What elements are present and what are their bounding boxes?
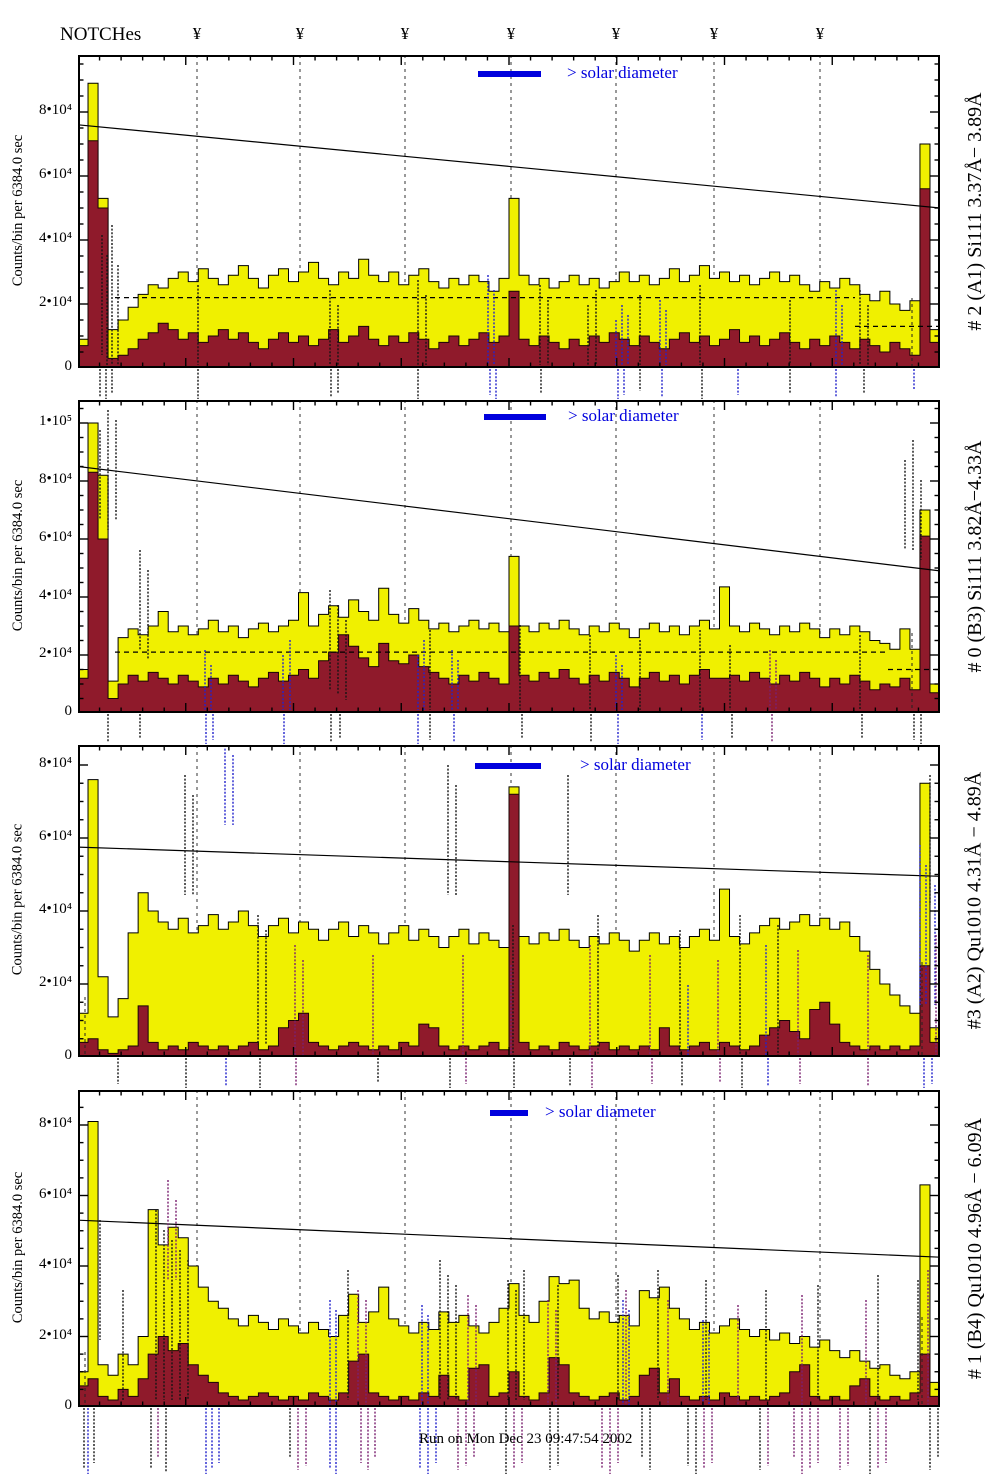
- y-tick-label: 2•10⁴: [39, 294, 72, 310]
- gap-annotation-strip: [107, 714, 922, 744]
- trend-line: [78, 1219, 940, 1258]
- solar-diameter-legend-bar: [484, 414, 546, 420]
- trend-line: [78, 846, 940, 877]
- panel-1-yellow-histogram: [78, 82, 940, 368]
- gap-strip: [78, 369, 940, 399]
- trend-line: [78, 465, 940, 572]
- y-tick-label: 4•10⁴: [39, 1256, 72, 1272]
- y-tick-label: 6•10⁴: [39, 828, 72, 844]
- y-tick-label: 0: [64, 1397, 73, 1413]
- y-axis-title: Counts/bin per 6384.0 sec: [9, 823, 26, 976]
- notch-marker-icon: ¥: [815, 24, 825, 43]
- panel-2: > solar diameter: [78, 400, 940, 713]
- gap-annotation-strip: [117, 1058, 933, 1088]
- y-tick-label: 4•10⁴: [39, 230, 72, 246]
- solar-diameter-legend-label: > solar diameter: [568, 406, 679, 425]
- gap-annotation-strip: [99, 369, 915, 399]
- y-tick-label: 8•10⁴: [39, 755, 72, 771]
- y-tick-label: 4•10⁴: [39, 587, 72, 603]
- gap-strip: [78, 714, 940, 745]
- panel-3-darkred-histogram: [78, 793, 940, 1057]
- panel-2-right-label: # 0 (B3) Si111 3.82Å−4.33Å: [963, 439, 986, 673]
- y-tick-label: 2•10⁴: [39, 1326, 72, 1343]
- gap-strip: [78, 1058, 940, 1090]
- panel-3-plot: [78, 745, 940, 1057]
- panel-1-plot: [78, 55, 940, 368]
- notch-marker-icon: ¥: [192, 24, 202, 43]
- y-axis-title: Counts/bin per 6384.0 sec: [9, 1171, 26, 1323]
- y-axis-title: Counts/bin per 6384.0 sec: [9, 134, 26, 286]
- trend-line: [78, 124, 940, 209]
- y-tick-label: 6•10⁴: [39, 166, 72, 182]
- panel-2-plot: [78, 400, 940, 713]
- panel-4: > solar diameter: [78, 1090, 940, 1407]
- gap-annotation-strip: [83, 1408, 939, 1474]
- y-tick-label: 2•10⁴: [39, 645, 72, 661]
- panel-1-right-label: # 2 (A1) Si111 3.37Å− 3.89Å: [963, 91, 986, 331]
- y-tick-label: 6•10⁴: [39, 529, 72, 545]
- y-tick-label: 0: [64, 703, 73, 719]
- y-tick-label: 1•10⁵: [39, 413, 72, 429]
- solar-diameter-legend-bar: [478, 71, 541, 77]
- notch-marker-icon: ¥: [295, 24, 305, 43]
- y-axis-title: Counts/bin per 6384.0 sec: [9, 479, 26, 631]
- panel-2-darkred-histogram: [78, 471, 940, 713]
- solar-diameter-legend-bar: [490, 1110, 528, 1116]
- notch-marker-icon: ¥: [400, 24, 410, 43]
- notch-marker-icon: ¥: [709, 24, 719, 43]
- solar-diameter-legend-label: > solar diameter: [545, 1102, 656, 1121]
- panel-4-right-label: # 1 (B4) Qu1010 4.96Å − 6.09Å: [963, 1117, 986, 1379]
- y-tick-label: 4•10⁴: [39, 901, 72, 917]
- notches-label: NOTCHes: [60, 24, 142, 45]
- panel-3: > solar diameter: [78, 745, 940, 1057]
- panel-1-darkred-histogram: [78, 140, 940, 368]
- panel-4-darkred-histogram: [78, 1336, 940, 1407]
- panel-2-yellow-histogram: [78, 422, 940, 713]
- solar-diameter-legend-label: > solar diameter: [567, 63, 678, 82]
- notch-marker-icon: ¥: [611, 24, 621, 43]
- solar-diameter-legend-label: > solar diameter: [580, 755, 691, 774]
- panel-4-plot: [78, 1090, 940, 1407]
- run-timestamp: Run on Mon Dec 23 09:47:54 2002: [419, 1431, 633, 1447]
- notch-marker-icon: ¥: [506, 24, 516, 43]
- panel-4-yellow-histogram: [78, 1120, 940, 1407]
- y-tick-label: 8•10⁴: [39, 471, 72, 487]
- panel-3-right-label: #3 (A2) Qu1010 4.31Å − 4.89Å: [963, 771, 986, 1030]
- gap-strip: [78, 1408, 940, 1477]
- solar-diameter-legend-bar: [475, 763, 541, 769]
- y-tick-label: 0: [64, 358, 73, 374]
- panel-1: > solar diameter: [78, 55, 940, 368]
- y-tick-label: 8•10⁴: [39, 102, 72, 118]
- y-tick-label: 2•10⁴: [39, 974, 72, 990]
- y-tick-label: 8•10⁴: [39, 1115, 72, 1131]
- y-tick-label: 0: [64, 1047, 73, 1063]
- y-tick-label: 6•10⁴: [39, 1185, 72, 1202]
